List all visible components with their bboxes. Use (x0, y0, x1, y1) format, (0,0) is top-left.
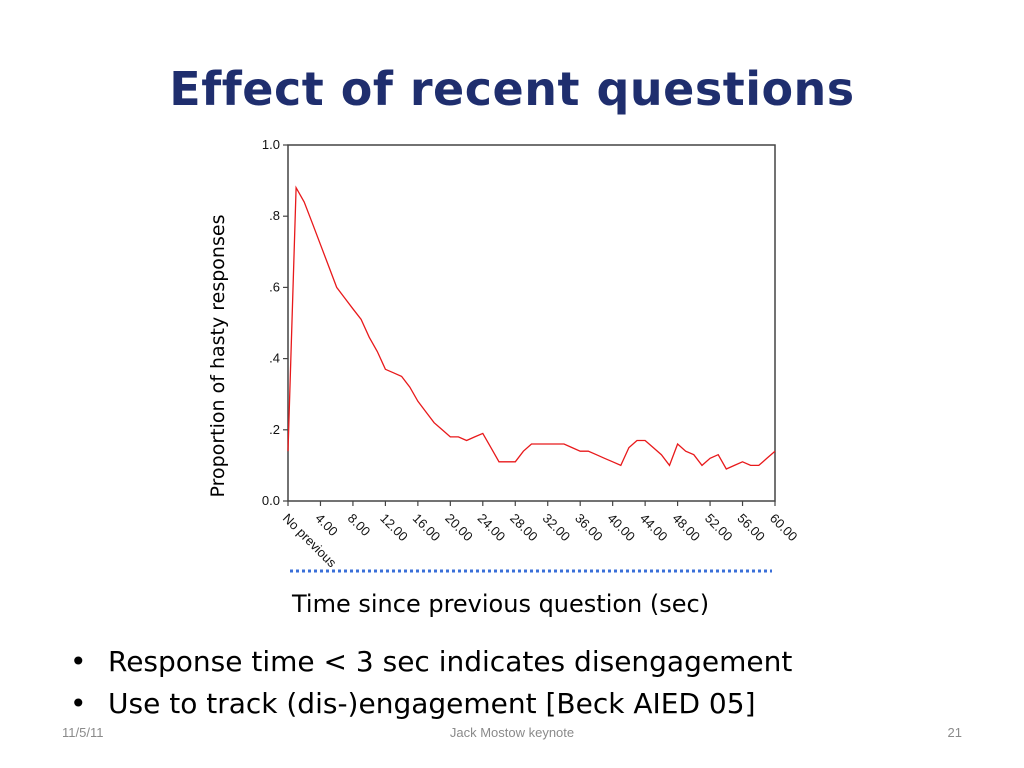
y-tick-label: .8 (269, 208, 280, 223)
x-tick-label: 16.00 (410, 511, 444, 545)
x-tick-label: 12.00 (377, 511, 411, 545)
y-axis-label: Proportion of hasty responses (207, 214, 229, 498)
x-tick-label: 44.00 (637, 511, 671, 545)
x-axis-label: Time since previous question (sec) (292, 590, 710, 618)
x-tick-label: 4.00 (312, 511, 341, 540)
x-tick-label: 40.00 (605, 511, 639, 545)
slide-title: Effect of recent questions (169, 62, 855, 116)
footer-page-number: 21 (947, 725, 962, 740)
x-tick-label: 24.00 (475, 511, 509, 545)
bullet-text: Use to track (dis-)engagement [Beck AIED… (108, 687, 756, 720)
x-tick-label: 36.00 (572, 511, 606, 545)
y-tick-label: .4 (269, 351, 280, 366)
x-tick-label: 20.00 (442, 511, 476, 545)
bullet-dot-icon: • (70, 687, 87, 720)
y-tick-label: .6 (269, 279, 280, 294)
footer-date: 11/5/11 (62, 725, 104, 740)
x-tick-label: 56.00 (734, 511, 768, 545)
bullet-text: Response time < 3 sec indicates disengag… (108, 645, 793, 678)
bullet-item: • Response time < 3 sec indicates disenga… (70, 642, 792, 684)
x-tick-label: 48.00 (669, 511, 703, 545)
x-tick-label: 60.00 (767, 511, 801, 545)
bullet-item: • Use to track (dis-)engagement [Beck AIE… (70, 684, 792, 726)
x-tick-label: 8.00 (345, 511, 374, 540)
plot-frame (287, 144, 776, 502)
y-tick-label: 1.0 (262, 137, 280, 152)
bullet-dot-icon: • (70, 645, 87, 678)
bullet-list: • Response time < 3 sec indicates disenga… (70, 642, 792, 726)
footer-presenter: Jack Mostow keynote (449, 725, 575, 740)
x-tick-label: 32.00 (540, 511, 574, 545)
x-tick-label: 52.00 (702, 511, 736, 545)
y-axis-ticks: 0.0 .2 .4 .6 .8 1.0 (262, 137, 288, 508)
y-tick-label: .2 (269, 422, 280, 437)
x-tick-label: 28.00 (507, 511, 541, 545)
y-tick-label: 0.0 (262, 493, 280, 508)
series-line (287, 185, 776, 470)
